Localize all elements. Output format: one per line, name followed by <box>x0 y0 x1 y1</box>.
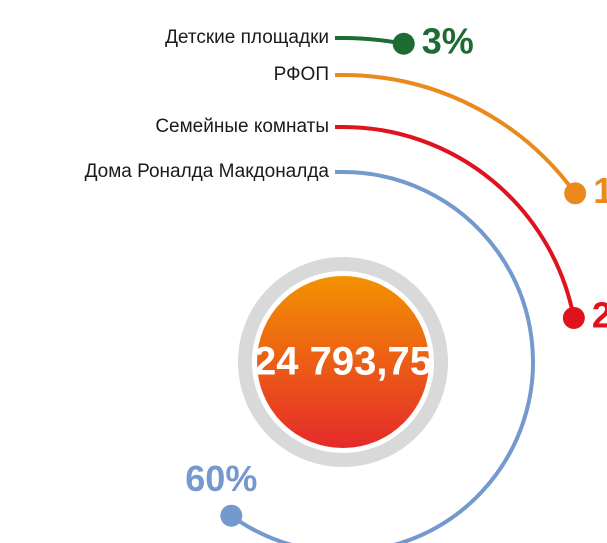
ring <box>238 257 448 467</box>
arc <box>230 170 535 543</box>
center-label: 24 793,75 <box>254 340 432 384</box>
category-label: Детские площадки <box>165 27 329 48</box>
arc <box>342 73 577 195</box>
value-label: 3% <box>422 20 474 61</box>
arc-end <box>220 504 243 527</box>
arc-end <box>562 306 585 329</box>
category-label: РФОП <box>274 64 329 85</box>
arc-end <box>392 32 415 55</box>
value-label: 15% <box>593 170 607 211</box>
arc-end <box>564 182 587 205</box>
category-label: Семейные комнаты <box>155 116 329 137</box>
category-label: Дома Роналда Макдоналда <box>85 161 330 182</box>
value-label: 22% <box>592 294 607 335</box>
arc <box>342 125 576 319</box>
center-disc <box>257 276 429 448</box>
value-label: 60% <box>185 458 257 499</box>
